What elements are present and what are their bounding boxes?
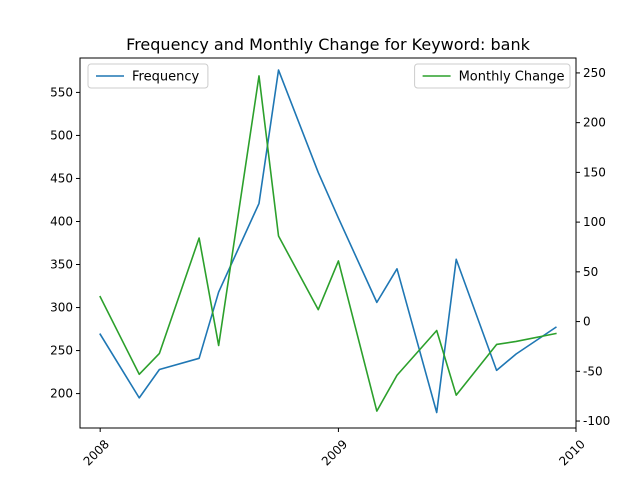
x-tick-label: 2010 (556, 437, 587, 468)
y-left-tick-label: 450 (50, 171, 73, 185)
y-left-tick-label: 300 (50, 301, 73, 315)
x-tick-label: 2008 (81, 437, 112, 468)
y-right-tick-label: 50 (583, 265, 598, 279)
chart-title: Frequency and Monthly Change for Keyword… (126, 35, 530, 54)
x-tick-label: 2009 (319, 437, 350, 468)
legend-monthly-change: Monthly Change (414, 63, 571, 89)
legend-frequency: Frequency (87, 63, 209, 89)
y-right-tick-label: -100 (583, 414, 610, 428)
series-layer (99, 69, 557, 414)
legend-layer: Frequency Monthly Change (87, 63, 571, 89)
legend-label: Monthly Change (459, 70, 565, 85)
y-right-tick-label: 150 (583, 165, 606, 179)
legend-box (414, 63, 571, 89)
axes-layer: 200 250 300 350 400 450 500 550 -100 -50 0 50 100 150… (50, 66, 610, 469)
y-left-tick-label: 250 (50, 344, 73, 358)
y-right-tick-label: -50 (583, 364, 603, 378)
series-line-monthly-change (99, 75, 557, 412)
y-left-tick-label: 200 (50, 387, 73, 401)
y-right-tick-label: 100 (583, 215, 606, 229)
plot-area-frame (79, 57, 577, 429)
legend-box (87, 63, 209, 89)
y-right-tick-label: 0 (583, 315, 591, 329)
y-left-tick-label: 500 (50, 128, 73, 142)
y-right-tick-label: 250 (583, 66, 606, 80)
y-right-tick-label: 200 (583, 116, 606, 130)
y-left-tick-label: 400 (50, 214, 73, 228)
y-left-tick-label: 350 (50, 258, 73, 272)
legend-label: Frequency (132, 70, 199, 85)
y-left-tick-label: 550 (50, 85, 73, 99)
series-line-frequency (99, 69, 557, 414)
